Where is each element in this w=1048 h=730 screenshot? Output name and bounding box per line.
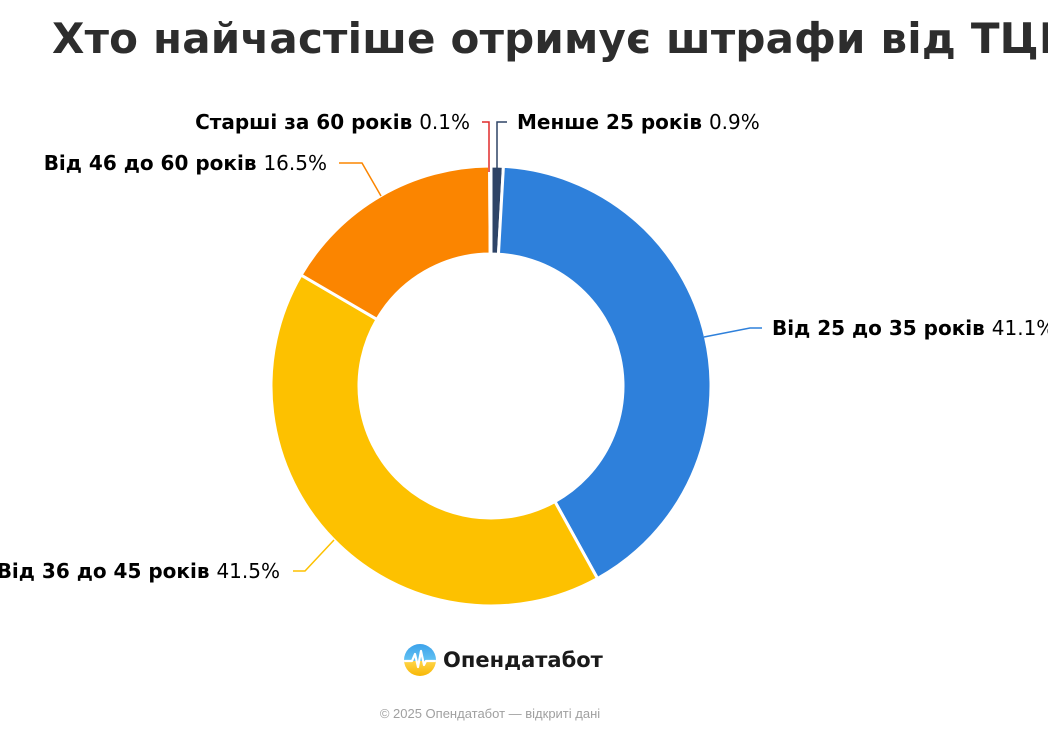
slice-label: Менше 25 років 0.9% (517, 110, 760, 134)
footer-note: © 2025 Опендатабот — відкриті дані (379, 706, 601, 721)
slice-label: Від 46 до 60 років 16.5% (44, 151, 327, 175)
slice-label-value: 16.5% (263, 151, 327, 175)
leader-line (482, 121, 490, 172)
slice-label-name: Старші за 60 років (195, 110, 419, 134)
chart-title: Хто найчастіше отримує штрафи від ТЦК? (52, 14, 1048, 63)
leader-lines (293, 121, 762, 572)
slice-label-name: Від 36 до 45 років (0, 559, 216, 583)
slice-label: Старші за 60 років 0.1% (195, 110, 470, 134)
slice-label: Від 25 до 35 років 41.1% (772, 316, 1048, 340)
leader-line (703, 327, 762, 338)
slice-label-value: 0.1% (419, 110, 470, 134)
slice-label-value: 0.9% (709, 110, 760, 134)
donut-slice (496, 164, 713, 581)
leader-line (339, 162, 382, 197)
brand-name: Опендатабот (443, 648, 603, 672)
donut-slice (269, 273, 599, 608)
slice-label-name: Менше 25 років (517, 110, 709, 134)
slice-labels: Менше 25 років 0.9% Від 25 до 35 років 41… (0, 110, 1048, 583)
brand: Опендатабот (403, 642, 603, 678)
slice-label: Від 36 до 45 років 41.5% (0, 559, 280, 583)
donut-slices (269, 164, 713, 608)
slice-label-value: 41.5% (216, 559, 280, 583)
slice-label-name: Від 25 до 35 років (772, 316, 992, 340)
leader-line (293, 539, 335, 572)
donut-slice (488, 164, 493, 256)
slice-label-value: 41.1% (992, 316, 1048, 340)
slice-label-name: Від 46 до 60 років (44, 151, 264, 175)
opendatabot-logo-icon (404, 644, 436, 676)
leader-line (496, 121, 507, 172)
